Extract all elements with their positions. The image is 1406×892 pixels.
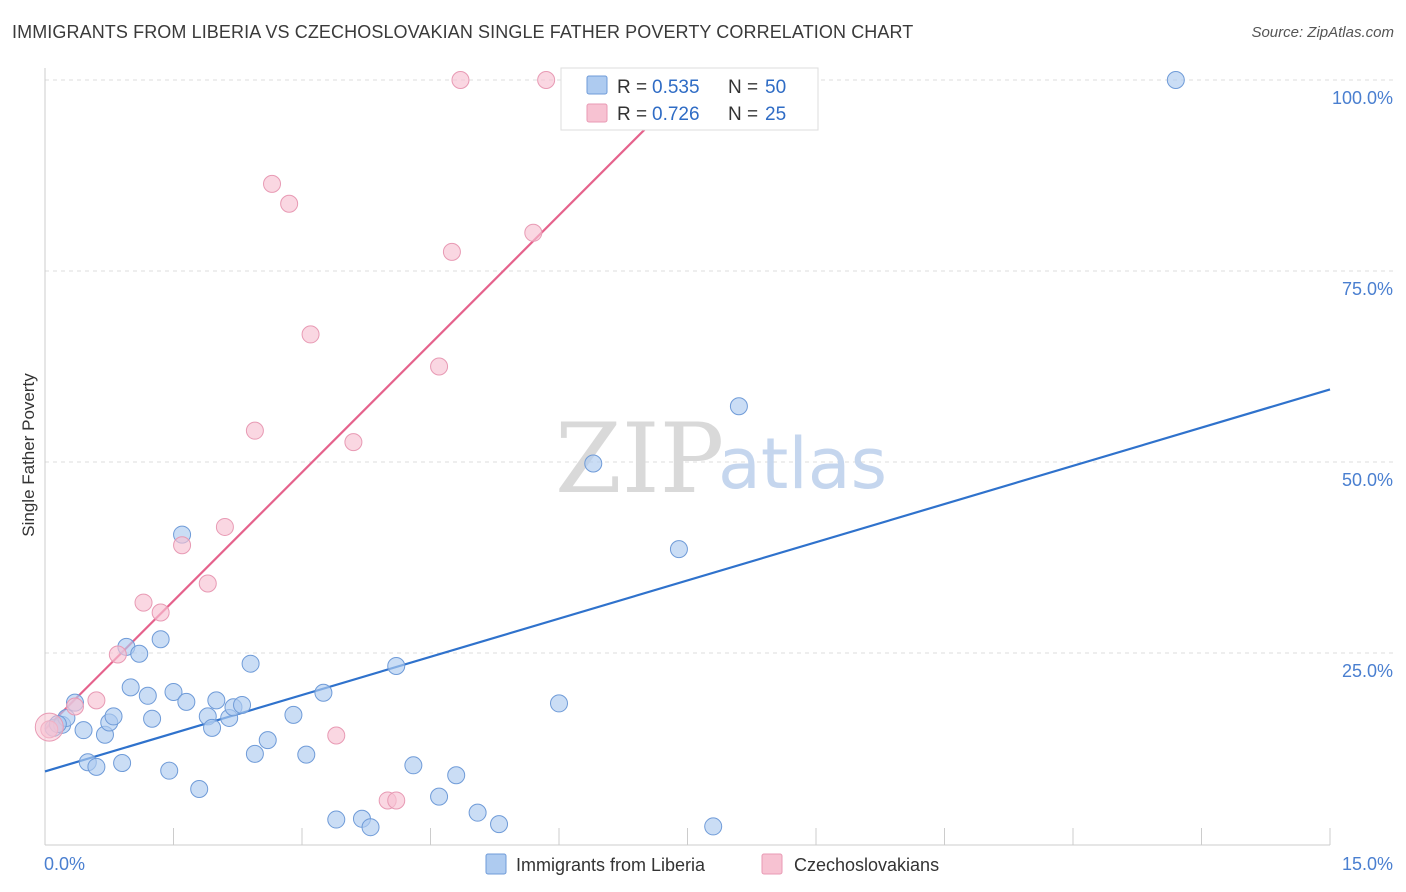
point-series0-33 bbox=[314, 683, 333, 702]
point-series1-20 bbox=[524, 223, 543, 242]
y-axis-label: Single Father Poverty bbox=[19, 373, 38, 537]
point-series0-30 bbox=[258, 731, 277, 750]
stats-legend: R = 0.535 N = 50 R = 0.726 N = 25 bbox=[560, 67, 819, 131]
point-series0-21 bbox=[190, 779, 209, 798]
point-series0-46 bbox=[704, 817, 723, 836]
point-series1-3 bbox=[108, 645, 127, 664]
point-series0-28 bbox=[241, 654, 260, 673]
point-series1-5 bbox=[151, 603, 170, 622]
point-series0-44 bbox=[584, 454, 603, 473]
legend-label-czechoslovakians: Czechoslovakians bbox=[794, 855, 939, 875]
point-series0-31 bbox=[284, 705, 303, 724]
point-series0-13 bbox=[130, 644, 149, 663]
stats-r-value-2: 0.726 bbox=[652, 104, 700, 125]
stats-n-label-2: N = bbox=[728, 104, 758, 125]
watermark: ZIP atlas bbox=[555, 403, 887, 515]
point-series0-16 bbox=[151, 630, 170, 649]
point-series1-7 bbox=[198, 574, 217, 593]
point-series1-17 bbox=[430, 357, 449, 376]
point-series0-14 bbox=[138, 686, 157, 705]
point-series0-4 bbox=[74, 721, 93, 740]
point-series0-43 bbox=[550, 694, 568, 713]
point-series1-8 bbox=[215, 517, 234, 536]
chart-title: IMMIGRANTS FROM LIBERIA VS CZECHOSLOVAKI… bbox=[12, 22, 914, 42]
point-series0-20 bbox=[177, 692, 196, 711]
point-series0-9 bbox=[104, 707, 123, 726]
point-cluster-origin bbox=[34, 712, 64, 742]
point-series1-18 bbox=[442, 242, 461, 261]
y-tick-label-3: 100.0% bbox=[1332, 88, 1393, 108]
point-series1-21 bbox=[537, 71, 556, 89]
point-series0-12 bbox=[121, 678, 140, 697]
point-series1-9 bbox=[245, 421, 264, 440]
bottom-legend: Immigrants from Liberia Czechoslovakians bbox=[485, 853, 939, 875]
point-series0-23 bbox=[203, 718, 222, 737]
point-series1-11 bbox=[280, 194, 299, 213]
stats-swatch-pink bbox=[586, 103, 608, 123]
stats-n-value-1: 50 bbox=[765, 77, 786, 98]
point-series0-10 bbox=[113, 754, 132, 773]
legend-swatch-czechoslovakians bbox=[761, 853, 783, 875]
point-series1-14 bbox=[344, 433, 363, 452]
trend-line-series1 bbox=[44, 94, 680, 731]
point-series0-15 bbox=[143, 709, 162, 728]
stats-swatch-blue bbox=[586, 75, 608, 95]
data-points bbox=[34, 71, 1185, 837]
point-series0-38 bbox=[404, 756, 423, 775]
point-series0-40 bbox=[447, 766, 466, 785]
point-series1-1 bbox=[65, 697, 84, 716]
point-series0-42 bbox=[490, 815, 509, 834]
stats-r-label-2: R = bbox=[617, 104, 647, 125]
trend-line-series0 bbox=[44, 388, 1331, 773]
point-series0-17 bbox=[160, 761, 179, 780]
point-series0-24 bbox=[207, 691, 226, 710]
point-series0-29 bbox=[245, 744, 264, 763]
point-series0-18 bbox=[164, 682, 183, 701]
point-series0-34 bbox=[327, 810, 346, 829]
legend-label-liberia: Immigrants from Liberia bbox=[516, 855, 706, 875]
point-series1-10 bbox=[263, 174, 282, 193]
grid-lines bbox=[45, 79, 1395, 654]
point-series1-19 bbox=[451, 71, 470, 89]
point-series0-6 bbox=[87, 757, 106, 776]
y-tick-label-1: 50.0% bbox=[1342, 470, 1393, 490]
point-series0-37 bbox=[387, 656, 406, 675]
stats-n-label-1: N = bbox=[728, 77, 758, 98]
x-tick-label-1: 15.0% bbox=[1342, 854, 1393, 874]
point-series1-4 bbox=[134, 593, 153, 612]
point-series1-13 bbox=[327, 726, 346, 745]
tick-labels: 25.0% 50.0% 75.0% 100.0% 0.0% 15.0% bbox=[44, 88, 1393, 874]
point-series0-36 bbox=[361, 818, 380, 837]
watermark-zip: ZIP bbox=[555, 403, 724, 515]
point-series0-47 bbox=[729, 397, 748, 416]
point-series1-6 bbox=[173, 536, 192, 555]
x-tick-label-0: 0.0% bbox=[44, 854, 85, 874]
stats-r-value-1: 0.535 bbox=[652, 77, 700, 98]
point-series0-39 bbox=[430, 787, 449, 806]
y-tick-label-0: 25.0% bbox=[1342, 661, 1393, 681]
point-series1-2 bbox=[87, 691, 106, 710]
stats-n-value-2: 25 bbox=[765, 104, 786, 125]
point-series1-12 bbox=[301, 325, 320, 344]
watermark-atlas: atlas bbox=[718, 423, 887, 505]
trend-lines bbox=[44, 94, 1331, 773]
point-series1-16 bbox=[387, 791, 406, 810]
stats-r-label-1: R = bbox=[617, 77, 647, 98]
legend-swatch-liberia bbox=[485, 853, 507, 875]
point-series0-48 bbox=[1166, 71, 1185, 89]
point-series0-41 bbox=[468, 803, 487, 822]
point-series0-32 bbox=[297, 745, 316, 764]
point-series0-45 bbox=[669, 540, 688, 559]
y-tick-label-2: 75.0% bbox=[1342, 279, 1393, 299]
chart-source: Source: ZipAtlas.com bbox=[1251, 24, 1394, 41]
point-series0-27 bbox=[233, 695, 252, 714]
